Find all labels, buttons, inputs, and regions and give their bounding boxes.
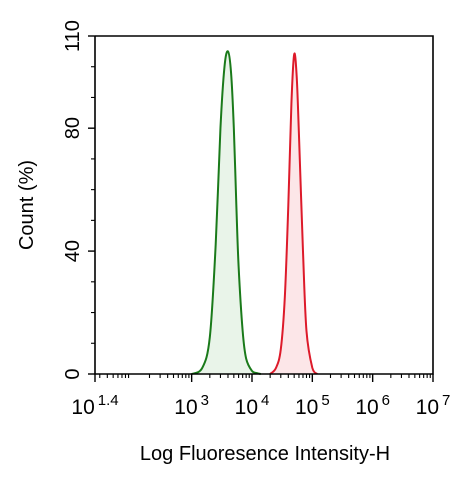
x-axis-ticks: 10 1.4 10 3 10 4 10 5 10 6 10 7 xyxy=(71,374,450,419)
y-tick-label: 0 xyxy=(62,368,84,379)
x-tick-label: 10 7 xyxy=(416,392,451,419)
x-tick-label: 10 3 xyxy=(174,392,209,419)
y-axis-ticks: 0 40 80 110 xyxy=(62,20,95,380)
y-tick-label: 80 xyxy=(62,117,84,139)
axes-layer xyxy=(94,35,434,375)
plot-frame xyxy=(94,35,434,375)
series-1-line xyxy=(191,50,262,375)
y-tick-label: 40 xyxy=(62,240,84,262)
y-axis-title: Count (%) xyxy=(16,160,38,250)
y-tick-label: 110 xyxy=(62,20,84,52)
x-tick-label: 10 4 xyxy=(235,392,270,419)
x-tick-label: 10 6 xyxy=(355,392,390,419)
series-layer xyxy=(191,50,318,375)
series-1-area xyxy=(191,51,261,375)
x-axis-title: Log Fluoresence Intensity-H xyxy=(140,443,390,465)
series-2-area xyxy=(270,53,318,374)
x-tick-label: 10 1.4 xyxy=(71,392,118,419)
series-2-line xyxy=(269,52,318,375)
x-tick-label: 10 5 xyxy=(295,392,330,419)
